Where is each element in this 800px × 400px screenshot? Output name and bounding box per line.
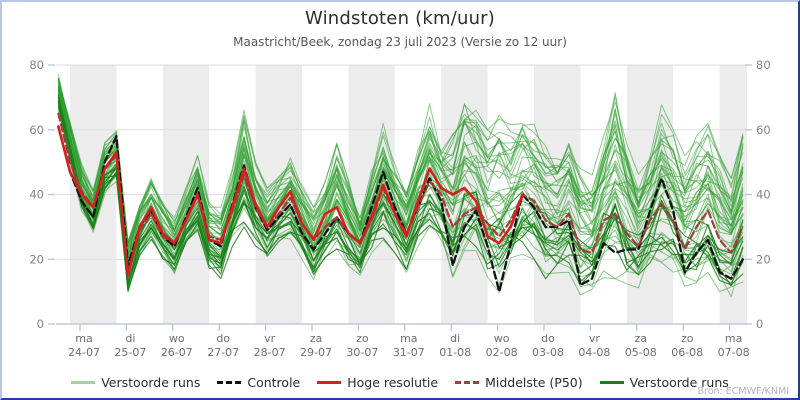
svg-text:zo: zo (681, 332, 694, 345)
svg-text:80: 80 (29, 58, 44, 72)
svg-text:40: 40 (756, 188, 771, 202)
svg-text:ma: ma (400, 332, 417, 345)
svg-text:vr: vr (264, 332, 276, 345)
svg-text:20: 20 (756, 252, 771, 266)
svg-text:01-08: 01-08 (439, 346, 471, 359)
svg-text:29-07: 29-07 (300, 346, 332, 359)
svg-text:20: 20 (29, 252, 44, 266)
svg-text:60: 60 (29, 123, 44, 137)
svg-text:24-07: 24-07 (68, 346, 100, 359)
legend-item-control: Controle (217, 375, 300, 390)
svg-text:40: 40 (29, 188, 44, 202)
svg-text:05-08: 05-08 (625, 346, 657, 359)
svg-text:60: 60 (756, 123, 771, 137)
svg-text:26-07: 26-07 (161, 346, 193, 359)
svg-text:vr: vr (589, 332, 601, 345)
svg-text:di: di (125, 332, 135, 345)
legend-label: Hoge resolutie (347, 375, 439, 390)
source-credit: Bron: ECMWF/KNMI (697, 386, 790, 397)
legend-label: Middelste (P50) (485, 375, 583, 390)
legend-item-perturbed-runs-dark: Verstoorde runs (599, 375, 729, 390)
svg-text:za: za (635, 332, 648, 345)
svg-text:04-08: 04-08 (578, 346, 610, 359)
svg-text:28-07: 28-07 (254, 346, 286, 359)
svg-text:06-08: 06-08 (671, 346, 703, 359)
chart-subtitle: Maastricht/Beek, zondag 23 juli 2023 (Ve… (233, 35, 567, 49)
svg-text:30-07: 30-07 (346, 346, 378, 359)
median-p50-line-icon (455, 381, 480, 384)
perturbed-runs-dark-line-icon (599, 381, 624, 384)
svg-text:zo: zo (356, 332, 369, 345)
svg-text:za: za (310, 332, 323, 345)
legend-label: Verstoorde runs (629, 375, 729, 390)
high-resolution-line-icon (317, 381, 342, 384)
svg-text:wo: wo (169, 332, 185, 345)
legend-item-high-resolution: Hoge resolutie (317, 375, 438, 390)
svg-text:0: 0 (756, 317, 763, 331)
svg-text:ma: ma (75, 332, 92, 345)
svg-text:07-08: 07-08 (718, 346, 750, 359)
svg-text:ma: ma (725, 332, 742, 345)
svg-text:di: di (450, 332, 460, 345)
control-line-icon (217, 381, 242, 384)
perturbed-runs-line-icon (71, 381, 96, 384)
svg-text:do: do (541, 332, 555, 345)
legend-label: Controle (247, 375, 301, 390)
svg-text:25-07: 25-07 (114, 346, 146, 359)
svg-text:do: do (216, 332, 230, 345)
svg-text:80: 80 (756, 58, 771, 72)
svg-text:03-08: 03-08 (532, 346, 564, 359)
legend-label: Verstoorde runs (101, 375, 201, 390)
svg-text:02-08: 02-08 (486, 346, 518, 359)
svg-text:wo: wo (494, 332, 510, 345)
chart-legend: Verstoorde runs Controle Hoge resolutie … (2, 375, 798, 390)
legend-item-perturbed-runs: Verstoorde runs (71, 375, 200, 390)
svg-text:0: 0 (37, 317, 44, 331)
page-title: Windstoten (km/uur) (304, 8, 496, 29)
svg-text:31-07: 31-07 (393, 346, 425, 359)
svg-text:27-07: 27-07 (207, 346, 239, 359)
legend-item-median-p50: Middelste (P50) (455, 375, 583, 390)
